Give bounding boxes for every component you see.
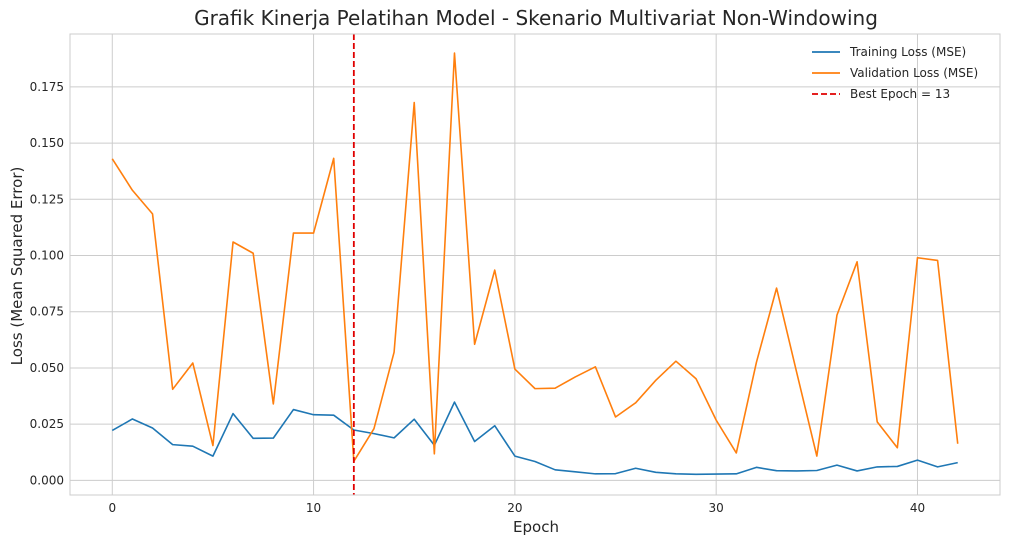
y-tick-label: 0.100	[30, 249, 64, 263]
y-tick-label: 0.175	[30, 80, 64, 94]
y-tick-label: 0.075	[30, 305, 64, 319]
legend-label: Validation Loss (MSE)	[850, 66, 978, 80]
x-tick-label: 0	[108, 501, 116, 515]
plot-frame	[69, 33, 1001, 496]
y-tick-label: 0.150	[30, 136, 64, 150]
x-tick-label: 20	[507, 501, 522, 515]
legend: Training Loss (MSE) Validation Loss (MSE)…	[812, 45, 978, 101]
y-tick-label: 0.125	[30, 192, 64, 206]
x-tick-label: 10	[306, 501, 321, 515]
legend-label: Best Epoch = 13	[850, 87, 950, 101]
y-tick-label: 0.050	[30, 361, 64, 375]
y-axis-label: Loss (Mean Squared Error)	[8, 167, 26, 366]
x-tick-label: 40	[910, 501, 925, 515]
grid	[70, 34, 1000, 495]
chart-title: Grafik Kinerja Pelatihan Model - Skenari…	[194, 6, 878, 30]
y-ticks: 0.000 0.025 0.050 0.075 0.100 0.125 0.150 0.175	[30, 80, 64, 488]
x-tick-label: 30	[709, 501, 724, 515]
x-ticks: 0 10 20 30 40	[108, 501, 925, 515]
y-tick-label: 0.025	[30, 417, 64, 431]
y-tick-label: 0.000	[30, 473, 64, 487]
x-axis-label: Epoch	[513, 518, 559, 536]
legend-label: Training Loss (MSE)	[849, 45, 966, 59]
plot-lines	[111, 34, 959, 495]
